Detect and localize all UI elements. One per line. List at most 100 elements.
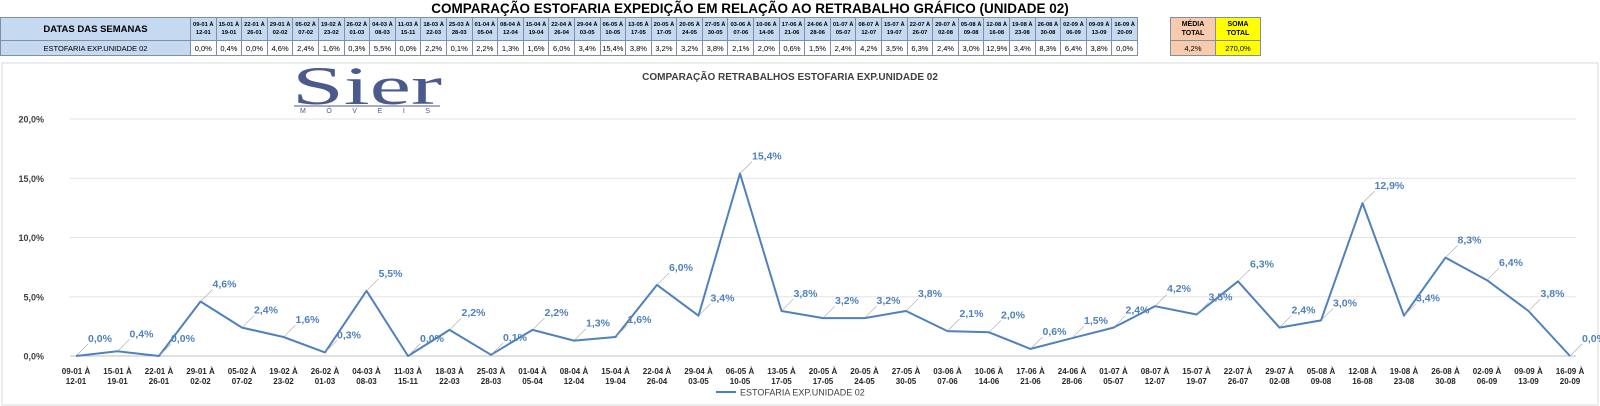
data-label: 15,4% xyxy=(752,151,782,163)
data-label: 1,6% xyxy=(628,314,653,326)
sier-logo: Sier M Ó V E I S xyxy=(292,62,442,116)
week-start: 15-01 À xyxy=(217,21,242,29)
week-value-cell: 1,6% xyxy=(318,41,344,56)
week-start: 20-05 À xyxy=(652,21,677,29)
week-header-cell: 17-06 À 21-06 xyxy=(779,18,805,41)
week-end: 08-03 xyxy=(370,29,395,37)
week-start: 26-08 À xyxy=(1036,21,1061,29)
x-axis-ticks: 09-01 À12-0115-01 À19-0122-01 À26-0129-0… xyxy=(62,367,1585,386)
week-value-cell: 3,4% xyxy=(1010,41,1036,56)
week-start: 08-07 À xyxy=(856,21,881,29)
data-label: 2,4% xyxy=(254,305,279,317)
week-value-cell: 1,3% xyxy=(498,41,524,56)
week-start: 19-08 À xyxy=(1010,21,1035,29)
data-label: 2,0% xyxy=(1001,309,1026,321)
x-tick-label: 10-06 À xyxy=(975,367,1004,376)
x-tick-label: 06-09 xyxy=(1477,377,1498,386)
x-tick-label: 30-08 xyxy=(1435,377,1456,386)
x-tick-label: 25-03 À xyxy=(477,367,506,376)
data-label: 1,5% xyxy=(1084,315,1109,327)
week-end: 01-03 xyxy=(345,29,370,37)
week-start: 01-04 À xyxy=(473,21,498,29)
data-label: 0,4% xyxy=(130,328,155,340)
data-label: 5,5% xyxy=(379,268,404,280)
x-tick-label: 16-09 À xyxy=(1556,367,1585,376)
week-value-cell: 6,0% xyxy=(549,41,575,56)
week-end: 02-08 xyxy=(933,29,958,37)
week-header-cell: 20-05 À 24-05 xyxy=(677,18,703,41)
data-label: 2,2% xyxy=(545,307,570,319)
x-tick-label: 05-02 À xyxy=(228,367,257,376)
week-end: 16-08 xyxy=(984,29,1009,37)
data-label: 3,2% xyxy=(835,295,860,307)
x-tick-label: 02-08 xyxy=(1269,377,1290,386)
x-tick-label: 08-07 À xyxy=(1141,367,1170,376)
data-label: 2,4% xyxy=(1292,305,1317,317)
x-tick-label: 05-07 xyxy=(1103,377,1124,386)
x-tick-label: 09-08 xyxy=(1311,377,1332,386)
x-tick-label: 08-04 À xyxy=(560,367,589,376)
week-header-cell: 15-04 À 19-04 xyxy=(523,18,549,41)
x-tick-label: 12-04 xyxy=(564,377,585,386)
data-label: 2,4% xyxy=(1126,305,1151,317)
week-header-cell: 09-09 À 13-09 xyxy=(1086,18,1112,41)
week-end: 14-06 xyxy=(754,29,779,37)
week-header-cell: 05-02 À 07-02 xyxy=(293,18,319,41)
week-value-cell: 3,8% xyxy=(1086,41,1112,56)
x-tick-label: 26-01 xyxy=(149,377,170,386)
week-end: 30-08 xyxy=(1036,29,1061,37)
week-end: 15-11 xyxy=(396,29,421,37)
x-tick-label: 14-06 xyxy=(979,377,1000,386)
week-value-cell: 0,4% xyxy=(216,41,242,56)
data-label: 1,6% xyxy=(296,314,321,326)
x-tick-label: 01-03 xyxy=(315,377,336,386)
week-start: 17-06 À xyxy=(780,21,805,29)
x-tick-label: 29-07 À xyxy=(1265,367,1294,376)
y-tick-label: 20,0% xyxy=(18,115,44,125)
week-start: 10-06 À xyxy=(754,21,779,29)
data-label: 3,5% xyxy=(1209,292,1234,304)
x-tick-label: 06-05 À xyxy=(726,367,755,376)
week-value-cell: 0,0% xyxy=(242,41,268,56)
week-start: 29-07 À xyxy=(933,21,958,29)
x-tick-label: 29-04 À xyxy=(684,367,713,376)
x-tick-label: 30-05 xyxy=(896,377,917,386)
week-end: 17-05 xyxy=(626,29,651,37)
week-header-cell: 29-07 À 02-08 xyxy=(933,18,959,41)
week-value-cell: 2,1% xyxy=(728,41,754,56)
x-tick-label: 20-09 xyxy=(1560,377,1581,386)
data-label: 0,0% xyxy=(88,333,113,345)
x-tick-label: 08-03 xyxy=(356,377,377,386)
week-value-cell: 0,0% xyxy=(395,41,421,56)
x-tick-label: 03-05 xyxy=(688,377,709,386)
week-start: 19-02 À xyxy=(319,21,344,29)
week-header-cell: 27-05 À 30-05 xyxy=(702,18,728,41)
week-start: 26-02 À xyxy=(345,21,370,29)
x-tick-label: 19-07 xyxy=(1186,377,1207,386)
week-end: 19-01 xyxy=(217,29,242,37)
spacer-cell xyxy=(1137,41,1170,56)
week-end: 12-04 xyxy=(498,29,523,37)
week-end: 26-04 xyxy=(549,29,574,37)
data-label: 2,2% xyxy=(462,307,487,319)
x-tick-label: 22-04 À xyxy=(643,367,672,376)
week-value-cell: 12,9% xyxy=(984,41,1010,56)
week-start: 29-01 À xyxy=(268,21,293,29)
x-tick-label: 22-07 À xyxy=(1224,367,1253,376)
x-tick-label: 04-03 À xyxy=(352,367,381,376)
week-end: 22-03 xyxy=(421,29,446,37)
week-end: 19-04 xyxy=(524,29,549,37)
x-tick-label: 15-11 xyxy=(398,377,419,386)
week-start: 06-05 À xyxy=(601,21,626,29)
week-value-cell: 1,6% xyxy=(523,41,549,56)
sheet-title: COMPARAÇÃO ESTOFARIA EXPEDIÇÃO EM RELAÇÃ… xyxy=(0,0,1500,18)
week-header-cell: 15-01 À 19-01 xyxy=(216,18,242,41)
y-tick-label: 0,0% xyxy=(23,352,44,362)
week-end: 07-02 xyxy=(293,29,318,37)
data-label: 3,4% xyxy=(711,293,736,305)
row-header-label: DATAS DAS SEMANAS xyxy=(1,18,191,41)
week-value-cell: 3,0% xyxy=(958,41,984,56)
legend-entry: ESTOFARIA EXP.UNIDADE 02 xyxy=(740,388,865,398)
week-header-cell: 22-04 À 26-04 xyxy=(549,18,575,41)
week-start: 09-09 À xyxy=(1087,21,1112,29)
